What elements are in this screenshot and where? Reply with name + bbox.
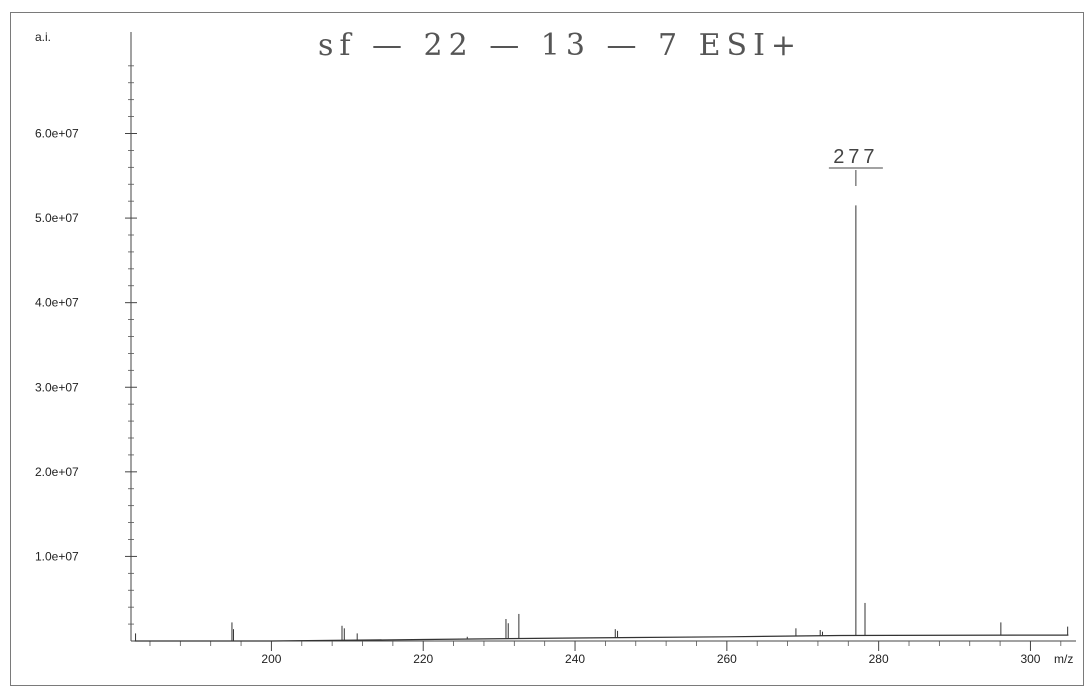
y-tick-label: 2.0e+07 (35, 465, 79, 479)
axes (130, 32, 1076, 642)
baseline-line (134, 634, 1069, 642)
x-tick-label: 200 (261, 652, 281, 666)
x-tick-label: 220 (413, 652, 433, 666)
y-axis-label: a.i. (35, 30, 51, 44)
x-axis-label: m/z (1054, 652, 1073, 666)
peak-annotation: 277 (828, 146, 883, 186)
y-tick-label: 4.0e+07 (35, 296, 79, 310)
y-tick-label: 5.0e+07 (35, 211, 79, 225)
x-tick-label: 240 (565, 652, 585, 666)
ticks: 1.0e+07 2.0e+07 3.0e+07 4.0e+07 5.0e+07 6.0e+… (35, 65, 1062, 666)
chart-title: sf — 22 — 13 — 7 ESI+ (318, 28, 802, 63)
peaks (135, 205, 1069, 641)
y-tick-label: 6.0e+07 (35, 127, 79, 141)
x-tick-label: 260 (717, 652, 737, 666)
y-tick-label: 1.0e+07 (35, 549, 79, 563)
x-tick-label: 280 (869, 652, 889, 666)
x-tick-label: 300 (1020, 652, 1040, 666)
peak-annotation-label: 277 (833, 146, 878, 168)
plot-frame (10, 12, 1084, 686)
y-tick-label: 3.0e+07 (35, 380, 79, 394)
baseline-trace (134, 634, 1069, 642)
